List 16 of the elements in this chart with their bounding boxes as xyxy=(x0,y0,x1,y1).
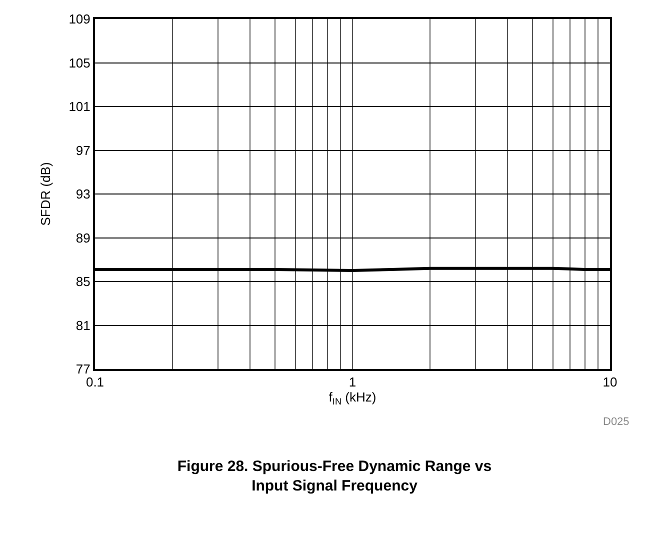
y-tick-label: 85 xyxy=(76,274,90,290)
y-tick-label: 109 xyxy=(68,12,90,27)
x-tick-label: 1 xyxy=(348,374,356,390)
x-tick-label: 10 xyxy=(602,374,618,390)
y-tick-label: 81 xyxy=(76,318,90,333)
y-tick-label: 89 xyxy=(76,230,90,246)
text: D025 xyxy=(603,416,630,428)
y-tick-label: 77 xyxy=(76,362,90,377)
y-tick-label: 97 xyxy=(76,142,90,158)
y-axis-title: SFDR (dB) xyxy=(38,162,54,226)
text: Figure 28. Spurious-Free Dynamic Range vs Input Signal Frequency xyxy=(177,458,492,494)
x-axis-title: f$_{IN}$ (kHz) xyxy=(328,390,376,406)
y-tick-label: 105 xyxy=(68,55,90,70)
y-tick-label: 101 xyxy=(68,99,90,114)
x-tick-label: 0.1 xyxy=(86,374,104,390)
y-tick-label: 93 xyxy=(76,186,90,202)
